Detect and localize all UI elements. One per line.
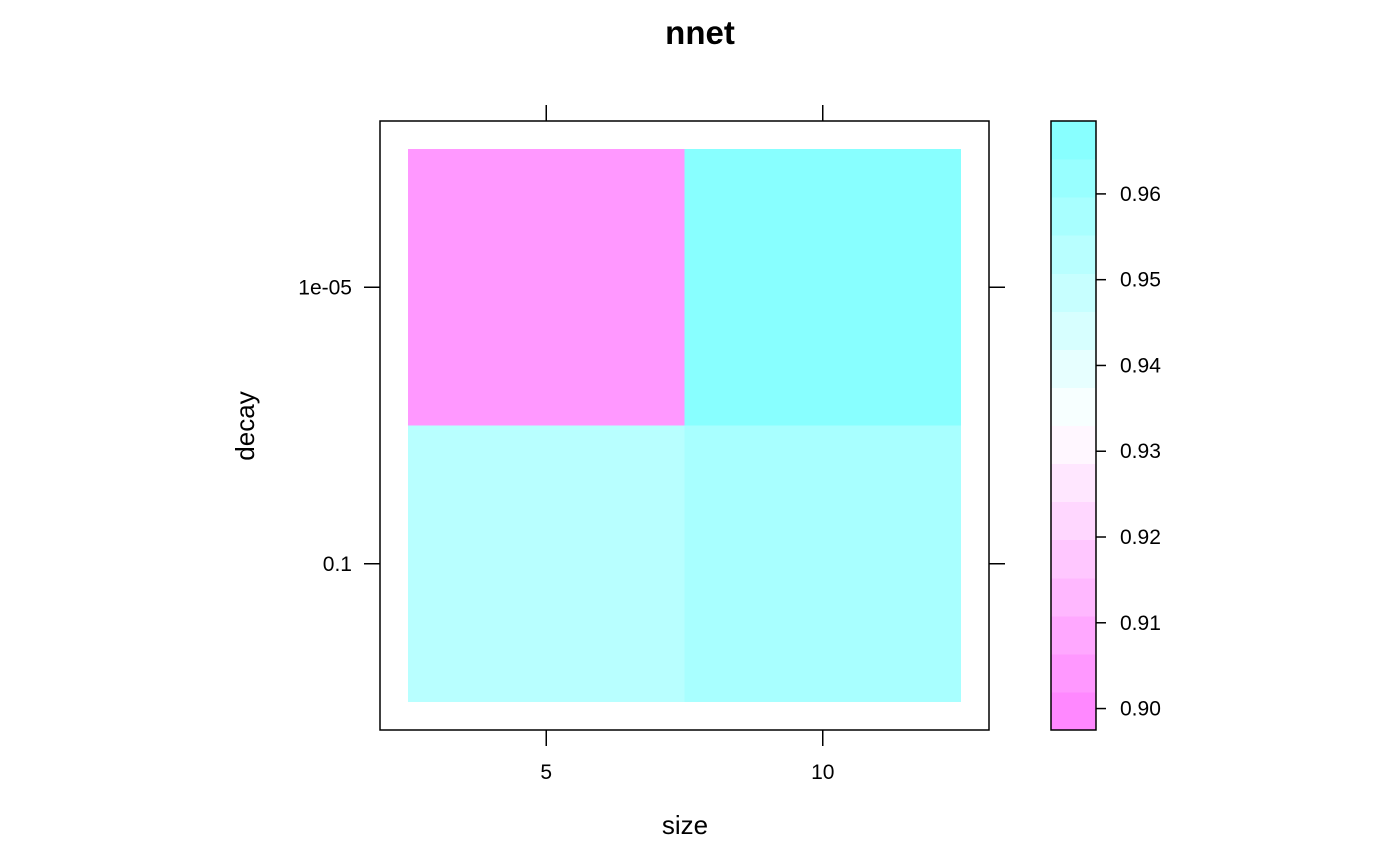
colorkey-tick-label: 0.96 (1120, 183, 1161, 206)
colorkey-segment (1051, 577, 1096, 617)
colorkey-segment (1051, 501, 1096, 541)
plot-frame (379, 120, 990, 731)
colorkey-segment (1051, 273, 1096, 312)
x-axis-title: size (662, 810, 708, 840)
y-axis-title: decay (230, 391, 260, 460)
heatmap-cell (408, 425, 685, 702)
colorkey-segment (1051, 197, 1096, 236)
y-tick-label: 1e-05 (298, 276, 352, 299)
colorkey-tick-label: 0.95 (1120, 269, 1161, 292)
x-tick-label: 5 (540, 761, 552, 784)
colorkey-segment (1051, 159, 1096, 198)
heatmap-cells (408, 149, 961, 702)
colorkey-tick-label: 0.93 (1120, 440, 1161, 463)
colorkey-segment (1051, 615, 1096, 655)
x-tick-label: 10 (811, 761, 834, 784)
colorkey-segment (1051, 387, 1096, 426)
colorkey-segment (1051, 311, 1096, 350)
colorkey-segment (1051, 349, 1096, 388)
heatmap-cell (408, 149, 685, 426)
colorkey-segment (1051, 653, 1096, 693)
colorkey-tick-label: 0.94 (1120, 354, 1161, 377)
colorkey-segment (1051, 463, 1096, 503)
colorkey-segment (1051, 121, 1096, 160)
heatmap-cell (684, 149, 961, 426)
y-tick-label: 0.1 (323, 553, 352, 576)
colorkey-frame (1050, 120, 1097, 731)
colorkey-tick-label: 0.92 (1120, 526, 1161, 549)
chart-title: nnet (665, 14, 735, 51)
colorkey-tick-label: 0.90 (1120, 698, 1161, 721)
colorkey-segment (1051, 235, 1096, 274)
colorkey-segment (1051, 425, 1096, 465)
colorkey-tick-label: 0.91 (1120, 612, 1161, 635)
axis-ticks: 5 10 0.1 1e-05 (298, 105, 1005, 784)
colorkey-segment (1051, 691, 1096, 731)
heatmap-cell (684, 425, 961, 702)
color-key: 0.90 0.91 0.92 0.93 0.94 0.95 0.96 (1050, 120, 1161, 731)
colorkey-segment (1051, 539, 1096, 579)
